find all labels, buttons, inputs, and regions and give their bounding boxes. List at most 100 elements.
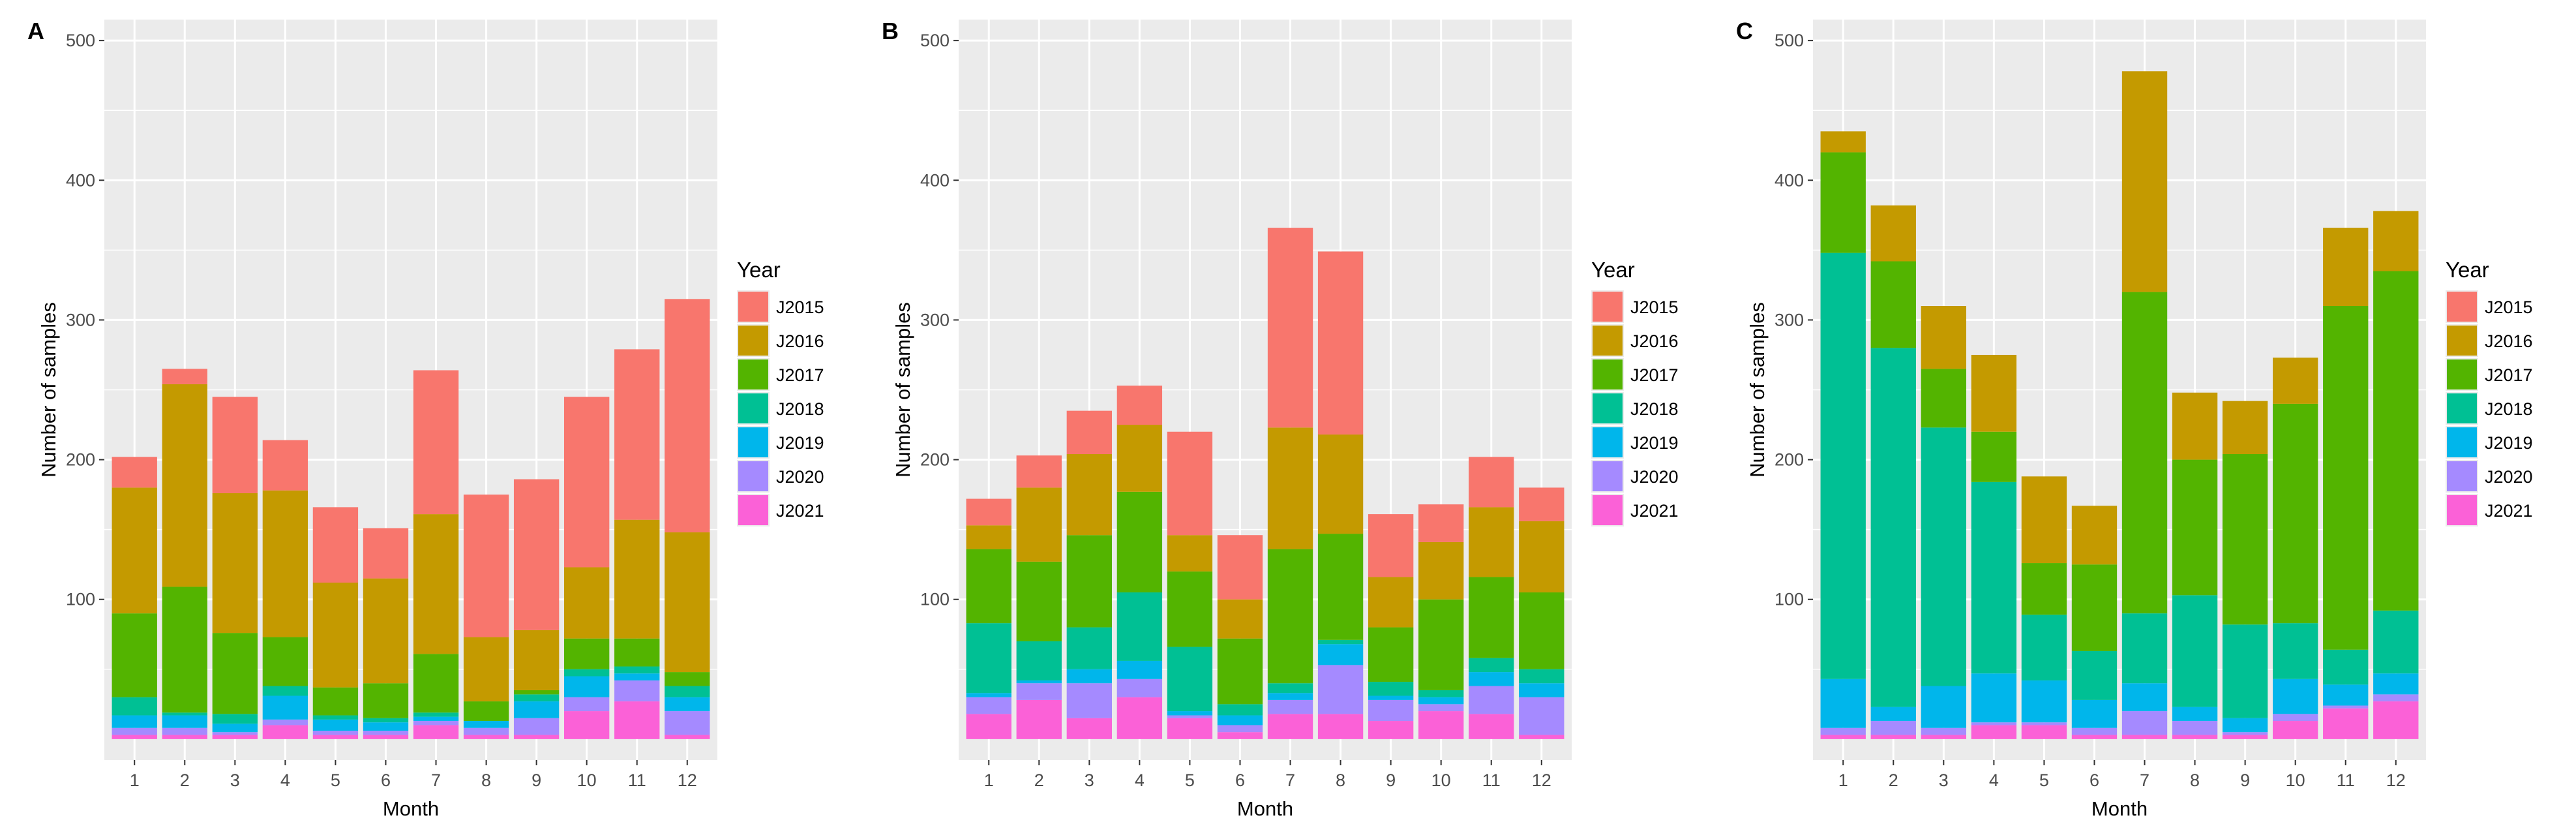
- legend-label-j2020: J2020: [2485, 467, 2533, 487]
- legend-swatch-j2019: [2447, 427, 2477, 457]
- bar-segment-j2018-month-9: [1368, 682, 1414, 696]
- bar-segment-j2017-month-1: [966, 549, 1011, 624]
- legend-swatch-j2017: [2447, 359, 2477, 389]
- bar-segment-j2019-month-3: [1066, 669, 1112, 684]
- bar-segment-j2017-month-9: [513, 690, 560, 695]
- y-tick-label: 400: [1775, 170, 1804, 190]
- bar-segment-j2017-month-9: [1368, 627, 1414, 682]
- bar-segment-j2015-month-2: [162, 369, 207, 384]
- bar-segment-j2021-month-8: [2172, 735, 2218, 739]
- bar-segment-j2018-month-11: [614, 666, 660, 674]
- y-axis-title: Number of samples: [37, 302, 60, 478]
- bar-segment-j2020-month-4: [262, 719, 308, 725]
- bar-segment-j2020-month-7: [2121, 711, 2168, 735]
- x-tick-label: 4: [1989, 770, 1999, 790]
- bar-segment-j2017-month-7: [2121, 292, 2168, 614]
- bar-segment-j2019-month-11: [1469, 672, 1514, 686]
- bar-segment-j2021-month-4: [262, 725, 308, 739]
- bar-segment-j2021-month-3: [1066, 718, 1112, 739]
- bar-segment-j2021-month-11: [1469, 714, 1514, 739]
- bar-segment-j2021-month-2: [1016, 699, 1062, 739]
- bar-segment-j2019-month-8: [1317, 644, 1364, 665]
- bar-segment-j2018-month-9: [2222, 624, 2268, 718]
- bar-segment-j2020-month-2: [1870, 721, 1916, 735]
- bar-segment-j2017-month-7: [413, 654, 459, 713]
- bar-segment-j2016-month-3: [1066, 454, 1112, 536]
- bar-segment-j2016-month-8: [1317, 435, 1364, 534]
- bar-segment-j2016-month-10: [2273, 358, 2318, 404]
- bar-segment-j2016-month-4: [262, 490, 308, 637]
- bar-segment-j2020-month-4: [1116, 679, 1163, 697]
- bar-segment-j2019-month-1: [112, 715, 157, 728]
- bar-segment-j2017-month-5: [312, 687, 359, 716]
- x-tick-label: 7: [431, 770, 441, 790]
- bar-segment-j2018-month-9: [513, 694, 560, 702]
- bar-segment-j2020-month-3: [1921, 727, 1966, 735]
- bar-segment-j2016-month-9: [2222, 401, 2268, 455]
- bar-segment-j2016-month-6: [2071, 506, 2118, 565]
- bar-segment-j2016-month-2: [1016, 487, 1062, 562]
- bar-segment-j2021-month-11: [614, 701, 660, 739]
- bar-segment-j2019-month-1: [1820, 679, 1866, 728]
- bar-segment-j2020-month-6: [2071, 727, 2118, 735]
- bar-segment-j2019-month-4: [1116, 660, 1163, 679]
- bar-segment-j2018-month-3: [212, 714, 258, 724]
- bar-segment-j2020-month-12: [665, 711, 710, 735]
- bar-segment-j2021-month-9: [513, 735, 560, 739]
- bar-segment-j2017-month-2: [162, 587, 207, 713]
- legend-swatch-j2020: [1593, 461, 1623, 491]
- bar-segment-j2018-month-2: [1016, 641, 1062, 680]
- bar-segment-j2016-month-1: [1820, 131, 1866, 153]
- bar-segment-j2015-month-3: [1066, 410, 1112, 455]
- legend-swatch-j2020: [2447, 461, 2477, 491]
- y-tick-label: 200: [920, 450, 950, 470]
- bar-segment-j2017-month-3: [1066, 535, 1112, 628]
- bar-segment-j2021-month-12: [2373, 701, 2419, 739]
- bar-segment-j2018-month-6: [1217, 704, 1263, 716]
- bar-segment-j2018-month-8: [2172, 595, 2218, 707]
- x-tick-label: 12: [678, 770, 697, 790]
- bar-segment-j2019-month-5: [312, 719, 359, 731]
- legend-label-j2018: J2018: [2485, 399, 2533, 419]
- bar-segment-j2016-month-7: [1267, 427, 1313, 549]
- bar-segment-j2016-month-12: [665, 532, 710, 673]
- bar-segment-j2017-month-6: [2071, 564, 2118, 651]
- bar-segment-j2021-month-1: [112, 735, 157, 739]
- bar-segment-j2018-month-12: [1519, 669, 1565, 684]
- bar-segment-j2017-month-3: [1921, 369, 1966, 428]
- x-axis-title: Month: [383, 797, 439, 820]
- legend-label-j2020: J2020: [776, 467, 824, 487]
- bar-segment-j2020-month-5: [2021, 722, 2067, 725]
- bar-segment-j2021-month-6: [1217, 732, 1263, 739]
- bar-segment-j2018-month-1: [1820, 252, 1866, 679]
- legend-title: Year: [2446, 258, 2489, 282]
- bar-segment-j2016-month-5: [312, 583, 359, 688]
- bar-segment-j2018-month-12: [2373, 610, 2419, 674]
- bar-segment-j2019-month-3: [1921, 686, 1966, 728]
- y-tick-label: 200: [1775, 450, 1804, 470]
- y-tick-label: 500: [1775, 31, 1804, 50]
- legend-swatch-j2021: [2447, 495, 2477, 525]
- bar-segment-j2017-month-11: [1469, 577, 1514, 658]
- bar-segment-j2016-month-12: [2373, 211, 2419, 271]
- legend-swatch-j2017: [1593, 359, 1623, 389]
- legend-label-j2016: J2016: [1630, 331, 1679, 351]
- legend-label-j2019: J2019: [1630, 433, 1679, 453]
- bar-segment-j2015-month-1: [966, 498, 1011, 526]
- panel-label: A: [27, 18, 44, 44]
- bar-segment-j2021-month-6: [363, 735, 409, 739]
- bar-segment-j2019-month-5: [2021, 680, 2067, 723]
- bar-segment-j2021-month-6: [2071, 735, 2118, 739]
- y-tick-label: 500: [920, 31, 950, 50]
- bar-segment-j2019-month-12: [665, 697, 710, 712]
- bar-segment-j2015-month-5: [1167, 431, 1213, 536]
- legend-swatch-j2019: [1593, 427, 1623, 457]
- legend-label-j2017: J2017: [1630, 365, 1679, 385]
- bar-segment-j2016-month-6: [363, 578, 409, 684]
- bar-segment-j2016-month-8: [2172, 392, 2218, 460]
- y-axis-title: Number of samples: [1746, 302, 1769, 478]
- x-axis-title: Month: [2091, 797, 2148, 820]
- bar-segment-j2017-month-12: [665, 672, 710, 686]
- bar-segment-j2019-month-7: [1267, 693, 1313, 700]
